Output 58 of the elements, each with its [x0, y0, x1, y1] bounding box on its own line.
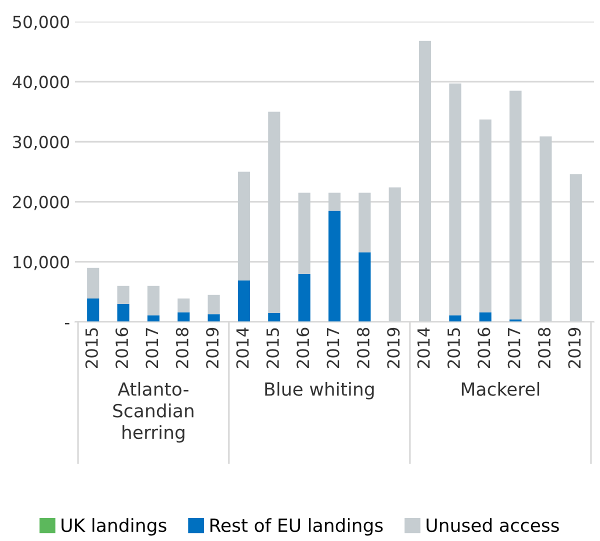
- bar: [87, 268, 100, 298]
- bar: [388, 187, 401, 322]
- x-tick-label: 2014: [236, 328, 249, 368]
- x-tick-label: 2016: [116, 328, 128, 368]
- text: Mackerel: [462, 382, 540, 396]
- bar: [87, 298, 100, 322]
- x-tick-label: 2019: [568, 328, 581, 368]
- y-tick-label: 40,000: [12, 76, 70, 90]
- bar: [208, 294, 220, 314]
- legend-label: UK landings: [62, 518, 166, 536]
- bar: [510, 90, 522, 320]
- bar: [418, 40, 432, 322]
- bar: [328, 210, 341, 322]
- x-tick-label: 2015: [85, 328, 98, 368]
- legend-label: Rest of EU landings: [210, 518, 383, 536]
- bar: [178, 312, 190, 322]
- text: Atlanto- Scandian herring: [113, 382, 194, 443]
- bar: [328, 192, 341, 211]
- bar: [358, 192, 371, 252]
- bar: [268, 112, 280, 313]
- bar: [208, 314, 220, 322]
- bar: [449, 315, 462, 322]
- bar: [147, 315, 160, 322]
- x-tick-label: 2019: [206, 328, 219, 368]
- y-tick-label: 30,000: [13, 136, 70, 150]
- x-tick-label: 2016: [478, 328, 490, 368]
- x-tick-label: 2017: [508, 328, 520, 368]
- bar: [268, 312, 280, 322]
- x-tick-label: 2015: [447, 328, 460, 368]
- y-tick-label: 10,000: [14, 256, 70, 270]
- x-tick-label: 2015: [266, 328, 279, 368]
- text: Blue whiting: [265, 382, 374, 400]
- bar: [117, 286, 130, 304]
- legend-label: Unused access: [426, 518, 559, 532]
- bar: [178, 298, 190, 312]
- x-tick-label: 2014: [417, 328, 430, 368]
- bar: [117, 304, 130, 322]
- bar: [570, 174, 582, 322]
- x-tick-label: 2018: [356, 328, 370, 368]
- bar: [238, 280, 250, 322]
- x-tick-label: 2017: [326, 328, 340, 368]
- y-tick-label: 20,000: [13, 196, 70, 210]
- bar: [147, 286, 160, 316]
- y-tick-label: 50,000: [13, 16, 70, 30]
- bar: [449, 83, 462, 316]
- bar: [479, 120, 492, 312]
- bar: [298, 274, 310, 322]
- bar: [238, 172, 250, 280]
- x-tick-label: 2018: [176, 328, 188, 368]
- x-tick-label: 2017: [146, 328, 158, 368]
- bar: [358, 252, 371, 322]
- bar: [540, 136, 552, 322]
- x-tick-label: 2018: [538, 328, 551, 368]
- bar: [479, 312, 492, 322]
- x-tick-label: 2016: [296, 328, 310, 368]
- x-tick-label: 2019: [387, 328, 400, 368]
- bar: [298, 192, 310, 274]
- y-tick-label: -: [64, 322, 70, 324]
